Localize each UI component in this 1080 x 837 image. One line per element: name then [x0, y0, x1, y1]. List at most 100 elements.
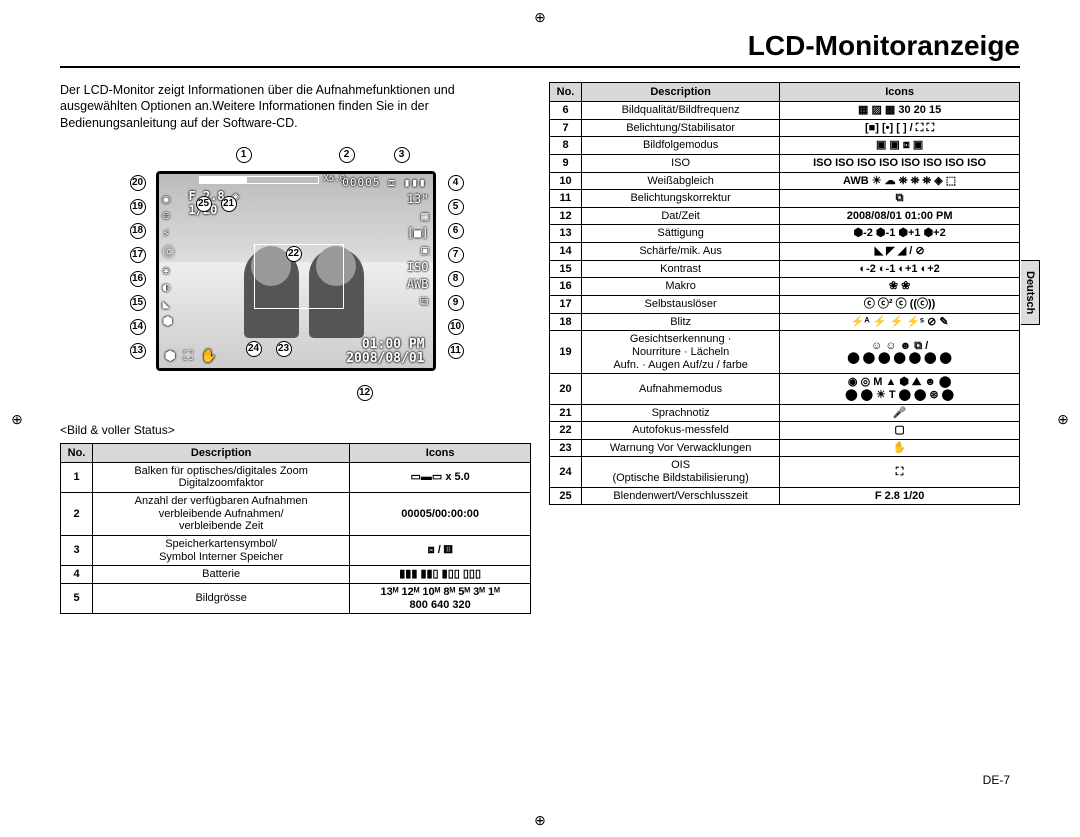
cell-desc: OIS(Optische Bildstabilisierung): [582, 457, 780, 487]
cell-no: 12: [550, 207, 582, 225]
th-icons: Icons: [780, 83, 1020, 102]
table-row: 4Batterie▮▮▮ ▮▮▯ ▮▯▯ ▯▯▯: [61, 566, 531, 584]
zoom-bar-icon: [199, 176, 319, 184]
th-no: No.: [61, 443, 93, 462]
cell-no: 10: [550, 172, 582, 190]
table-row: 7Belichtung/Stabilisator[■] [•] [ ] / ⛶ …: [550, 119, 1020, 137]
cell-desc: Bildqualität/Bildfrequenz: [582, 102, 780, 120]
table-row: 2Anzahl der verfügbaren Aufnahmenverblei…: [61, 493, 531, 536]
table-row: 6Bildqualität/Bildfrequenz▦ ▨ ▩ 30 20 15: [550, 102, 1020, 120]
callout-22: 22: [286, 246, 302, 262]
callout-12: 12: [357, 385, 373, 401]
table-row: 20Aufnahmemodus◉ ◎ M ▲ ⬢ ⛰ ☻ ⬤⬤ ⬤ ☀ T ⬤ …: [550, 374, 1020, 404]
cell-icons: ◐-2 ◐-1 ◐+1 ◐+2: [780, 260, 1020, 278]
lcd-right-icons: 13ᴹ▦[■]▣ISOAWB⧉: [407, 192, 429, 309]
cell-icons: AWB ☀ ☁ ⛯ ⛯ ⛯ ◈ ⬚: [780, 172, 1020, 190]
cell-no: 8: [550, 137, 582, 155]
cell-icons: ⛶: [780, 457, 1020, 487]
callout-8: 8: [448, 271, 464, 287]
cell-desc: Warnung Vor Verwacklungen: [582, 439, 780, 457]
right-icon-table: No. Description Icons 6Bildqualität/Bild…: [549, 82, 1020, 505]
cell-no: 21: [550, 404, 582, 422]
language-tab: Deutsch: [1021, 260, 1040, 325]
cell-no: 9: [550, 154, 582, 172]
callout-19: 19: [130, 199, 146, 215]
lcd-diagram: X5.0 00005 ⧈ ▮▮▮ F 2.8 ◈1/20 ◉☺⚡ⓒ❀◐◣⬢ 13…: [106, 141, 486, 411]
left-column: Der LCD-Monitor zeigt Informationen über…: [60, 82, 531, 614]
cell-icons: F 2.8 1/20: [780, 487, 1020, 505]
lcd-left-icons: ◉☺⚡ⓒ❀◐◣⬢: [163, 192, 175, 328]
table-row: 15Kontrast◐-2 ◐-1 ◐+1 ◐+2: [550, 260, 1020, 278]
cell-no: 16: [550, 278, 582, 296]
left-icon-table: No. Description Icons 1Balken für optisc…: [60, 443, 531, 614]
cell-icons: 2008/08/01 01:00 PM: [780, 207, 1020, 225]
callout-20: 20: [130, 175, 146, 191]
cell-icons: 13ᴹ 12ᴹ 10ᴹ 8ᴹ 5ᴹ 3ᴹ 1ᴹ800 640 320: [350, 583, 531, 613]
cell-desc: Balken für optisches/digitales ZoomDigit…: [93, 462, 350, 492]
cell-desc: Belichtungskorrektur: [582, 190, 780, 208]
cell-no: 5: [61, 583, 93, 613]
th-no: No.: [550, 83, 582, 102]
table-row: 25Blendenwert/VerschlusszeitF 2.8 1/20: [550, 487, 1020, 505]
cell-desc: Bildfolgemodus: [582, 137, 780, 155]
table-row: 10WeißabgleichAWB ☀ ☁ ⛯ ⛯ ⛯ ◈ ⬚: [550, 172, 1020, 190]
cell-desc: Selbstauslöser: [582, 296, 780, 314]
cell-no: 25: [550, 487, 582, 505]
cell-desc: Makro: [582, 278, 780, 296]
table-row: 13Sättigung⬢-2 ⬢-1 ⬢+1 ⬢+2: [550, 225, 1020, 243]
cell-icons: ☺ ☺ ☻ ⧉ /⬤ ⬤ ⬤ ⬤ ⬤ ⬤ ⬤: [780, 331, 1020, 374]
table-row: 24OIS(Optische Bildstabilisierung)⛶: [550, 457, 1020, 487]
page-number: DE-7: [983, 773, 1010, 787]
cell-desc: Batterie: [93, 566, 350, 584]
cell-desc: Anzahl der verfügbaren Aufnahmenverbleib…: [93, 493, 350, 536]
lcd-bottom-left-icons: ⬢ ⛶ ✋: [165, 349, 217, 364]
cell-desc: Blitz: [582, 313, 780, 331]
table-row: 8Bildfolgemodus▣ ▣ ⧈ ▣: [550, 137, 1020, 155]
table-row: 18Blitz⚡ᴬ ⚡ ⚡ ⚡ˢ ⊘ ✎: [550, 313, 1020, 331]
callout-3: 3: [394, 147, 410, 163]
cell-icons: 🎤: [780, 404, 1020, 422]
cell-icons: ⧈ / ▥: [350, 535, 531, 565]
crop-mark-icon: ⊕: [1056, 412, 1070, 426]
cell-icons: ▢: [780, 422, 1020, 440]
cell-icons: ◣ ◤ ◢ / ⊘: [780, 243, 1020, 261]
cell-icons: ⓒ ⓒ² ⓒ ((ⓒ)): [780, 296, 1020, 314]
cell-desc: Sättigung: [582, 225, 780, 243]
cell-no: 4: [61, 566, 93, 584]
cell-no: 24: [550, 457, 582, 487]
callout-25: 25: [196, 196, 212, 212]
table-row: 14Schärfe/mik. Aus◣ ◤ ◢ / ⊘: [550, 243, 1020, 261]
th-icons: Icons: [350, 443, 531, 462]
callout-24: 24: [246, 341, 262, 357]
callout-4: 4: [448, 175, 464, 191]
table-row: 9ISOISO ISO ISO ISO ISO ISO ISO ISO: [550, 154, 1020, 172]
cell-icons: ▮▮▮ ▮▮▯ ▮▯▯ ▯▯▯: [350, 566, 531, 584]
table-row: 5Bildgrösse13ᴹ 12ᴹ 10ᴹ 8ᴹ 5ᴹ 3ᴹ 1ᴹ800 64…: [61, 583, 531, 613]
callout-10: 10: [448, 319, 464, 335]
cell-no: 7: [550, 119, 582, 137]
right-column: No. Description Icons 6Bildqualität/Bild…: [549, 82, 1020, 614]
page-title: LCD-Monitoranzeige: [60, 30, 1020, 62]
callout-18: 18: [130, 223, 146, 239]
cell-desc: Dat/Zeit: [582, 207, 780, 225]
cell-no: 11: [550, 190, 582, 208]
table-row: 12Dat/Zeit2008/08/01 01:00 PM: [550, 207, 1020, 225]
cell-desc: Blendenwert/Verschlusszeit: [582, 487, 780, 505]
cell-no: 2: [61, 493, 93, 536]
callout-16: 16: [130, 271, 146, 287]
cell-desc: Aufnahmemodus: [582, 374, 780, 404]
cell-desc: Belichtung/Stabilisator: [582, 119, 780, 137]
table-row: 21Sprachnotiz🎤: [550, 404, 1020, 422]
th-desc: Description: [582, 83, 780, 102]
cell-desc: Schärfe/mik. Aus: [582, 243, 780, 261]
callout-21: 21: [221, 196, 237, 212]
cell-icons: [■] [•] [ ] / ⛶ ⛶: [780, 119, 1020, 137]
lcd-top-status: 00005 ⧈ ▮▮▮: [342, 176, 426, 190]
cell-icons: ▦ ▨ ▩ 30 20 15: [780, 102, 1020, 120]
table-row: 3Speicherkartensymbol/Symbol Interner Sp…: [61, 535, 531, 565]
callout-6: 6: [448, 223, 464, 239]
callout-15: 15: [130, 295, 146, 311]
th-desc: Description: [93, 443, 350, 462]
cell-icons: 00005/00:00:00: [350, 493, 531, 536]
callout-17: 17: [130, 247, 146, 263]
